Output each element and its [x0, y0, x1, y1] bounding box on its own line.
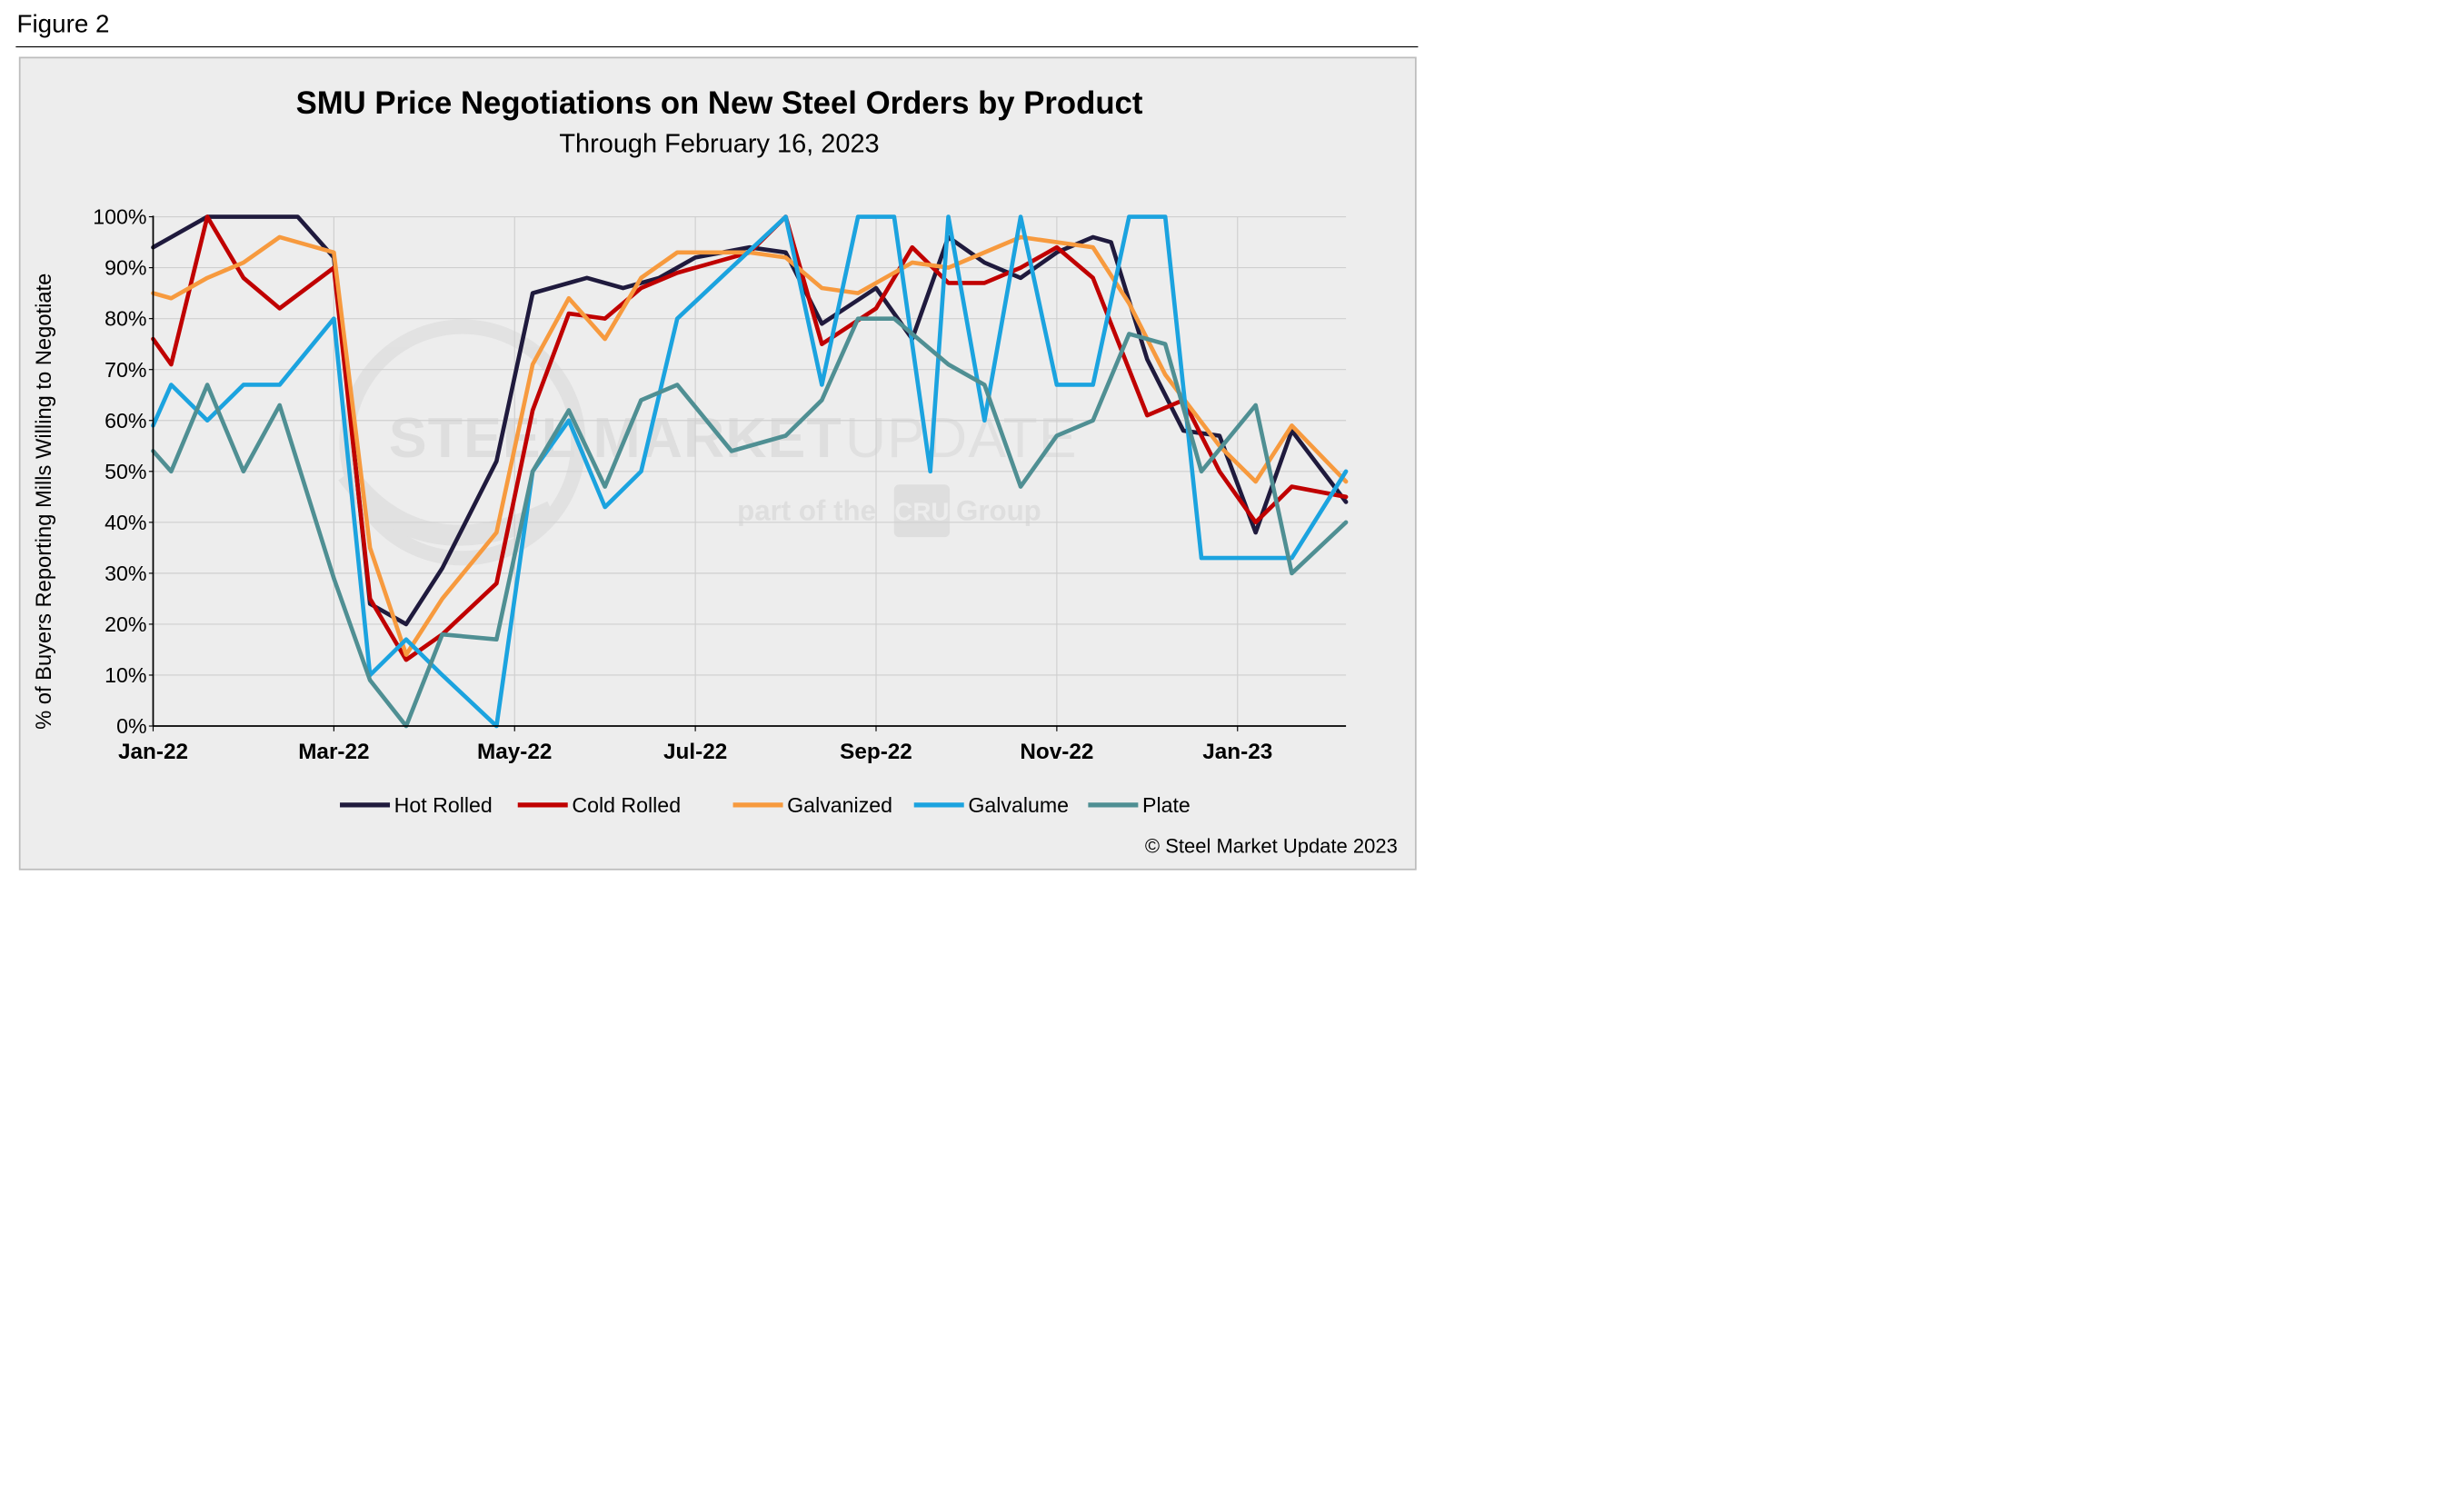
copyright-text: © Steel Market Update 2023 — [1145, 835, 1398, 858]
chart-title: SMU Price Negotiations on New Steel Orde… — [296, 86, 1143, 121]
grid — [148, 215, 1347, 731]
y-tick-labels: 0% 10% 20% 30% 40% 50% 60% 70% 80% 90% 100% — [93, 205, 146, 738]
y-tick-label: 100% — [93, 205, 146, 229]
x-tick-label: Mar-22 — [298, 740, 369, 764]
legend-label: Galvalume — [968, 793, 1069, 817]
y-tick-label: 20% — [105, 612, 146, 636]
series-group — [151, 214, 1349, 729]
y-tick-label: 50% — [105, 460, 146, 483]
y-tick-label: 70% — [105, 358, 146, 382]
watermark-group-logo-box — [893, 484, 951, 538]
chart-subtitle: Through February 16, 2023 — [559, 129, 879, 158]
chart-panel: STEEL MARKET UPDATE part of the CRU Grou… — [18, 56, 1417, 870]
figure-page: Figure 2 STEEL MARKET UPDATE part of the… — [0, 0, 1425, 875]
y-tick-label: 40% — [105, 511, 146, 534]
legend: Hot Rolled Cold Rolled Galvanized Galvalume… — [340, 793, 1191, 817]
x-tick-label: Jul-22 — [663, 740, 727, 764]
line-chart: STEEL MARKET UPDATE part of the CRU Grou… — [33, 86, 1398, 858]
watermark-part-of: part of the — [737, 495, 876, 527]
header-rule — [15, 45, 1419, 48]
legend-label: Hot Rolled — [394, 793, 493, 817]
legend-label: Cold Rolled — [572, 793, 681, 817]
y-tick-label: 30% — [105, 562, 146, 585]
x-tick-label: Sep-22 — [840, 740, 912, 764]
x-tick-labels: Jan-22 Mar-22 May-22 Jul-22 Sep-22 Nov-22 Jan-… — [118, 740, 1272, 764]
y-tick-label: 80% — [105, 307, 146, 331]
watermark-group-logo: CRU — [894, 498, 949, 526]
y-tick-label: 0% — [116, 714, 146, 738]
series-line-plate — [151, 316, 1349, 729]
watermark-brand-light: UPDATE — [845, 406, 1078, 470]
watermark-group-word: Group — [956, 495, 1041, 527]
series-line-hot-rolled — [151, 214, 1349, 627]
figure-label: Figure 2 — [16, 10, 110, 38]
legend-label: Plate — [1142, 793, 1191, 817]
series-line-galvalume — [151, 214, 1349, 729]
y-tick-label: 10% — [105, 663, 146, 687]
y-tick-label: 60% — [105, 409, 146, 433]
axes — [152, 215, 1347, 727]
x-tick-label: Jan-22 — [118, 740, 188, 764]
y-axis-label: % of Buyers Reporting Mills Willing to N… — [33, 274, 56, 730]
legend-label: Galvanized — [787, 793, 892, 817]
x-tick-label: May-22 — [477, 740, 552, 764]
watermark: STEEL MARKET UPDATE part of the CRU Grou… — [338, 319, 1078, 566]
y-tick-label: 90% — [105, 256, 146, 280]
x-tick-label: Jan-23 — [1202, 740, 1272, 764]
x-tick-label: Nov-22 — [1020, 740, 1093, 764]
